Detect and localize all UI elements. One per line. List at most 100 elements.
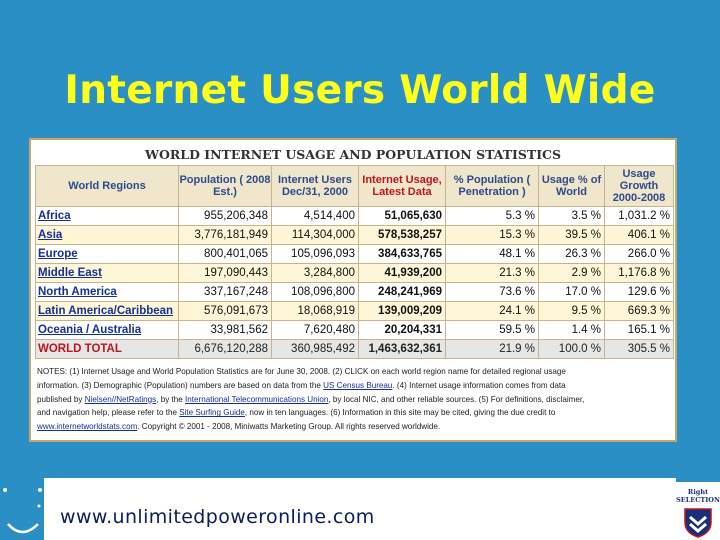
shield-icon	[684, 508, 712, 538]
internetworldstats-link[interactable]: www.internetworldstats.com	[37, 422, 138, 432]
usage-latest-cell: 51,065,630	[358, 206, 446, 226]
notes-text: . (4) Internet usage information comes f…	[392, 380, 566, 390]
usage-latest-cell: 384,633,765	[358, 244, 446, 264]
population-cell: 33,981,562	[178, 320, 272, 340]
region-link-north-america[interactable]: North America	[35, 282, 179, 302]
users-2000-cell: 108,096,800	[271, 282, 359, 302]
usage-world-cell: 3.5 %	[538, 206, 605, 226]
usage-latest-cell: 248,241,969	[358, 282, 446, 302]
site-surfing-guide-link[interactable]: Site Surfing Guide	[179, 408, 245, 418]
logo-line-1: Right	[687, 488, 709, 496]
stats-heading: WORLD INTERNET USAGE AND POPULATION STAT…	[144, 147, 562, 162]
penetration-cell: 21.9 %	[445, 339, 539, 359]
usage-world-cell: 2.9 %	[538, 263, 605, 283]
population-cell: 197,090,443	[178, 263, 272, 283]
usage-world-cell: 1.4 %	[538, 320, 605, 340]
us-census-bureau-link[interactable]: US Census Bureau	[323, 380, 393, 390]
notes-line: information. (3) Demographic (Population…	[37, 379, 673, 393]
users-2000-cell: 4,514,400	[271, 206, 359, 226]
notes-line: www.internetworldstats.com. Copyright © …	[37, 420, 673, 434]
region-link-asia[interactable]: Asia	[35, 225, 179, 245]
col-header-growth: Usage Growth 2000-2008	[604, 165, 674, 207]
notes-text: , now in ten languages. (6) Information …	[244, 408, 556, 418]
table-row: Asia 3,776,181,949 114,304,000 578,538,2…	[35, 225, 674, 245]
penetration-cell: 21.3 %	[445, 263, 539, 283]
region-link-middle-east[interactable]: Middle East	[35, 263, 179, 283]
usage-latest-cell: 578,538,257	[358, 225, 446, 245]
table-row: Oceania / Australia 33,981,562 7,620,480…	[35, 320, 674, 340]
nielsen-netratings-link[interactable]: Nielsen//NetRatings	[84, 394, 157, 404]
usage-world-cell: 100.0 %	[538, 339, 605, 359]
population-cell: 3,776,181,949	[178, 225, 272, 245]
growth-cell: 129.6 %	[604, 282, 674, 302]
users-2000-cell: 18,068,919	[271, 301, 359, 321]
growth-cell: 165.1 %	[604, 320, 674, 340]
table-total-row: WORLD TOTAL 6,676,120,288 360,985,492 1,…	[35, 339, 674, 359]
world-total-label: WORLD TOTAL	[35, 339, 179, 359]
stats-table: World Regions Population ( 2008 Est.) In…	[35, 165, 674, 359]
notes-line: and navigation help, please refer to the…	[37, 406, 673, 420]
population-cell: 800,401,065	[178, 244, 272, 264]
stats-notes: NOTES: (1) Internet Usage and World Popu…	[37, 365, 673, 434]
growth-cell: 305.5 %	[604, 339, 674, 359]
notes-text: information. (3) Demographic (Population…	[37, 380, 321, 390]
penetration-cell: 59.5 %	[445, 320, 539, 340]
notes-line: published by Nielsen//NetRatings, by the…	[37, 393, 673, 407]
col-header-usage-latest: Internet Usage, Latest Data	[358, 165, 446, 207]
col-header-users-2000: Internet Users Dec/31, 2000	[271, 165, 359, 207]
growth-cell: 266.0 %	[604, 244, 674, 264]
itu-link[interactable]: International Telecommunications Union	[185, 394, 329, 404]
notes-line: NOTES: (1) Internet Usage and World Popu…	[37, 365, 673, 379]
col-header-regions: World Regions	[35, 165, 179, 207]
table-header-row: World Regions Population ( 2008 Est.) In…	[35, 165, 674, 207]
usage-world-cell: 17.0 %	[538, 282, 605, 302]
penetration-cell: 24.1 %	[445, 301, 539, 321]
notes-text: , by the	[156, 394, 183, 404]
col-header-penetration: % Population ( Penetration )	[445, 165, 539, 207]
penetration-cell: 48.1 %	[445, 244, 539, 264]
penetration-cell: 73.6 %	[445, 282, 539, 302]
users-2000-cell: 360,985,492	[271, 339, 359, 359]
users-2000-cell: 105,096,093	[271, 244, 359, 264]
footer-url[interactable]: www.unlimitedpoweronline.com	[60, 506, 375, 528]
logo-line-2: SELECTION	[676, 496, 720, 504]
col-header-usage-world: Usage % of World	[538, 165, 605, 207]
population-cell: 955,206,348	[178, 206, 272, 226]
notes-text: and navigation help, please refer to the	[37, 408, 177, 418]
table-row: North America 337,167,248 108,096,800 24…	[35, 282, 674, 302]
region-link-europe[interactable]: Europe	[35, 244, 179, 264]
users-2000-cell: 3,284,800	[271, 263, 359, 283]
region-link-africa[interactable]: Africa	[35, 206, 179, 226]
penetration-cell: 15.3 %	[445, 225, 539, 245]
notes-text: . Copyright © 2001 - 2008, Miniwatts Mar…	[137, 422, 441, 432]
usage-latest-cell: 1,463,632,361	[358, 339, 446, 359]
growth-cell: 406.1 %	[604, 225, 674, 245]
notes-text: NOTES: (1) Internet Usage and World Popu…	[37, 367, 566, 376]
users-2000-cell: 114,304,000	[271, 225, 359, 245]
usage-world-cell: 26.3 %	[538, 244, 605, 264]
population-cell: 337,167,248	[178, 282, 272, 302]
col-header-population: Population ( 2008 Est.)	[178, 165, 272, 207]
usage-latest-cell: 20,204,331	[358, 320, 446, 340]
population-cell: 576,091,673	[178, 301, 272, 321]
table-row: Africa 955,206,348 4,514,400 51,065,630 …	[35, 206, 674, 226]
usage-world-cell: 9.5 %	[538, 301, 605, 321]
population-cell: 6,676,120,288	[178, 339, 272, 359]
notes-text: , by local NIC, and other reliable sourc…	[328, 394, 585, 404]
region-link-oceania[interactable]: Oceania / Australia	[35, 320, 179, 340]
usage-latest-cell: 139,009,209	[358, 301, 446, 321]
penetration-cell: 5.3 %	[445, 206, 539, 226]
growth-cell: 1,176.8 %	[604, 263, 674, 283]
notes-text: published by	[37, 394, 83, 404]
growth-cell: 669.3 %	[604, 301, 674, 321]
stats-panel: WORLD INTERNET USAGE AND POPULATION STAT…	[29, 138, 677, 442]
region-link-latin-america[interactable]: Latin America/Caribbean	[35, 301, 179, 321]
table-row: Middle East 197,090,443 3,284,800 41,939…	[35, 263, 674, 283]
footer-bar	[44, 478, 676, 540]
usage-latest-cell: 41,939,200	[358, 263, 446, 283]
table-row: Europe 800,401,065 105,096,093 384,633,7…	[35, 244, 674, 264]
slide-title: Internet Users World Wide	[64, 68, 656, 113]
growth-cell: 1,031.2 %	[604, 206, 674, 226]
right-selection-logo: Right SELECTION	[676, 482, 720, 540]
usage-world-cell: 39.5 %	[538, 225, 605, 245]
